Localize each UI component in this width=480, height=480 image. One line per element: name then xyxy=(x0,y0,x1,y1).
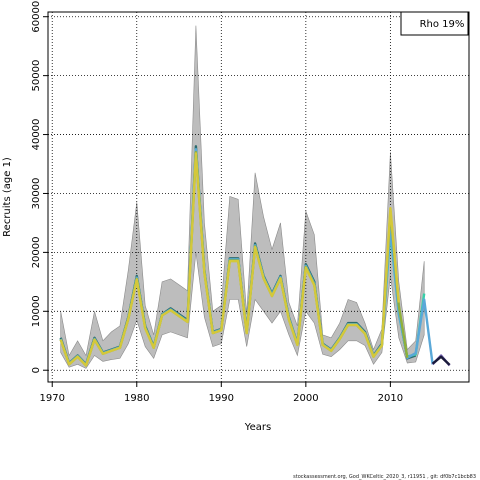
x-axis-title: Years xyxy=(244,422,271,433)
y-axis: 0 10000 20000 30000 40000 50000 60000 xyxy=(31,1,48,373)
x-axis: 1970 1980 1990 2000 2010 xyxy=(40,382,403,404)
y-axis-title: Recruits (age 1) xyxy=(2,157,13,237)
series-line-5 xyxy=(431,355,451,366)
plot-frame xyxy=(47,11,470,383)
y-tick-label-20000: 20000 xyxy=(31,236,42,268)
y-tick-label-40000: 40000 xyxy=(31,119,42,151)
series-line-7 xyxy=(59,152,400,367)
y-tick-label-10000: 10000 xyxy=(31,295,42,327)
y-tick-label-0: 0 xyxy=(31,367,42,373)
x-tick-label-2010: 2010 xyxy=(378,393,403,404)
y-tick-label-50000: 50000 xyxy=(31,60,42,92)
footer-note: stockassessment.org, God_WKCeltic_2020_3… xyxy=(293,474,476,480)
legend-box xyxy=(400,11,469,36)
legend: Rho 19% xyxy=(400,11,469,36)
series-layer xyxy=(59,145,451,367)
y-tick-label-30000: 30000 xyxy=(31,178,42,210)
y-tick-label-60000: 60000 xyxy=(31,1,42,33)
x-tick-label-1970: 1970 xyxy=(40,393,65,404)
x-tick-label-2000: 2000 xyxy=(293,393,318,404)
x-tick-label-1990: 1990 xyxy=(209,393,234,404)
x-tick-label-1980: 1980 xyxy=(124,393,149,404)
legend-label: Rho 19% xyxy=(420,19,465,30)
